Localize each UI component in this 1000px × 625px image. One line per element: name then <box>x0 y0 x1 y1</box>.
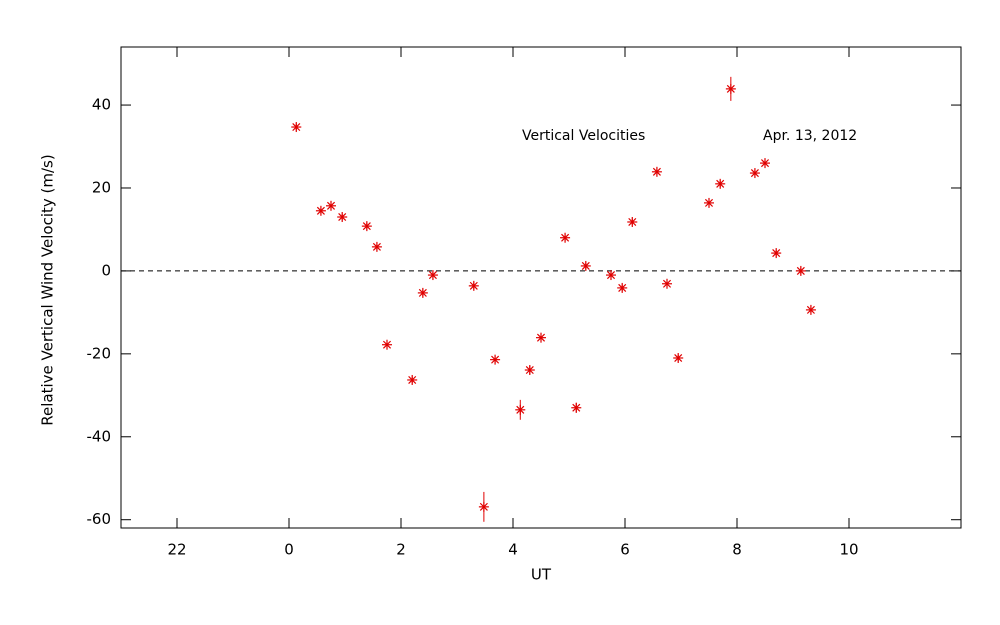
point-stroke <box>662 279 672 288</box>
point <box>337 212 348 223</box>
point-stroke <box>652 167 661 176</box>
point <box>627 216 638 227</box>
point <box>617 282 628 293</box>
point-stroke <box>796 266 805 275</box>
point-stroke <box>469 281 478 290</box>
point <box>560 232 571 243</box>
point-stroke <box>704 198 714 207</box>
point-stroke <box>561 233 570 242</box>
point <box>291 122 302 133</box>
point <box>468 280 479 291</box>
x-tick-label: 8 <box>732 541 742 559</box>
x-axis-label: UT <box>531 566 552 584</box>
y-tick-label: 0 <box>101 261 111 279</box>
point-stroke <box>726 84 735 93</box>
point <box>361 221 372 232</box>
point-stroke <box>618 283 627 292</box>
point <box>662 278 672 289</box>
point-stroke <box>338 212 347 222</box>
point-stroke <box>536 333 546 342</box>
point-stroke <box>750 169 759 178</box>
y-tick-label: -20 <box>87 344 112 362</box>
point <box>715 178 726 189</box>
point-stroke <box>806 305 815 314</box>
y-axis-label: Relative Vertical Wind Velocity (m/s) <box>39 154 57 425</box>
point <box>371 241 382 252</box>
point <box>417 287 428 298</box>
y-tick-label: -60 <box>87 510 112 528</box>
x-tick-label: 4 <box>508 541 518 559</box>
point <box>749 168 760 179</box>
point <box>407 374 418 385</box>
point-stroke <box>382 340 392 349</box>
point-stroke <box>491 355 500 364</box>
point-stroke <box>326 201 336 210</box>
point-stroke <box>516 405 525 414</box>
point-stroke <box>292 123 301 132</box>
point-stroke <box>581 261 590 270</box>
x-tick-label: 22 <box>167 541 186 559</box>
plot-frame <box>120 46 962 529</box>
point <box>760 158 770 169</box>
point <box>490 354 501 365</box>
point <box>524 365 535 376</box>
point <box>326 200 336 211</box>
annotation: Apr. 13, 2012 <box>763 128 857 144</box>
point <box>704 197 714 208</box>
point-stroke <box>572 403 581 412</box>
point-stroke <box>606 271 616 280</box>
point-stroke <box>525 365 534 375</box>
point-stroke <box>674 353 683 363</box>
y-tick-label: 20 <box>92 178 111 196</box>
y-tick-label: -40 <box>87 427 112 445</box>
point <box>795 265 806 276</box>
point <box>478 501 489 512</box>
point-stroke <box>716 179 725 188</box>
point-stroke <box>316 206 325 215</box>
point-stroke <box>772 249 781 258</box>
point <box>771 248 782 259</box>
point <box>571 402 582 413</box>
x-tick-label: 0 <box>284 541 294 559</box>
y-tick-label: 40 <box>92 96 111 114</box>
point-stroke <box>408 375 417 384</box>
point <box>725 83 736 94</box>
point-stroke <box>372 242 381 251</box>
point <box>580 260 591 271</box>
point <box>382 339 392 350</box>
x-tick-label: 10 <box>839 541 858 559</box>
point-stroke <box>362 222 371 231</box>
point <box>673 352 684 363</box>
point-stroke <box>428 271 437 280</box>
point <box>651 166 662 177</box>
point <box>606 270 616 281</box>
point-stroke <box>760 159 770 168</box>
x-tick-label: 2 <box>396 541 406 559</box>
point <box>515 404 526 415</box>
point-stroke <box>479 502 488 511</box>
point <box>536 332 546 343</box>
point <box>315 205 326 216</box>
point-stroke <box>418 288 427 297</box>
annotation: Vertical Velocities <box>522 128 645 144</box>
point <box>805 304 816 315</box>
x-tick-label: 6 <box>620 541 630 559</box>
point-stroke <box>628 217 637 227</box>
point <box>427 270 438 281</box>
